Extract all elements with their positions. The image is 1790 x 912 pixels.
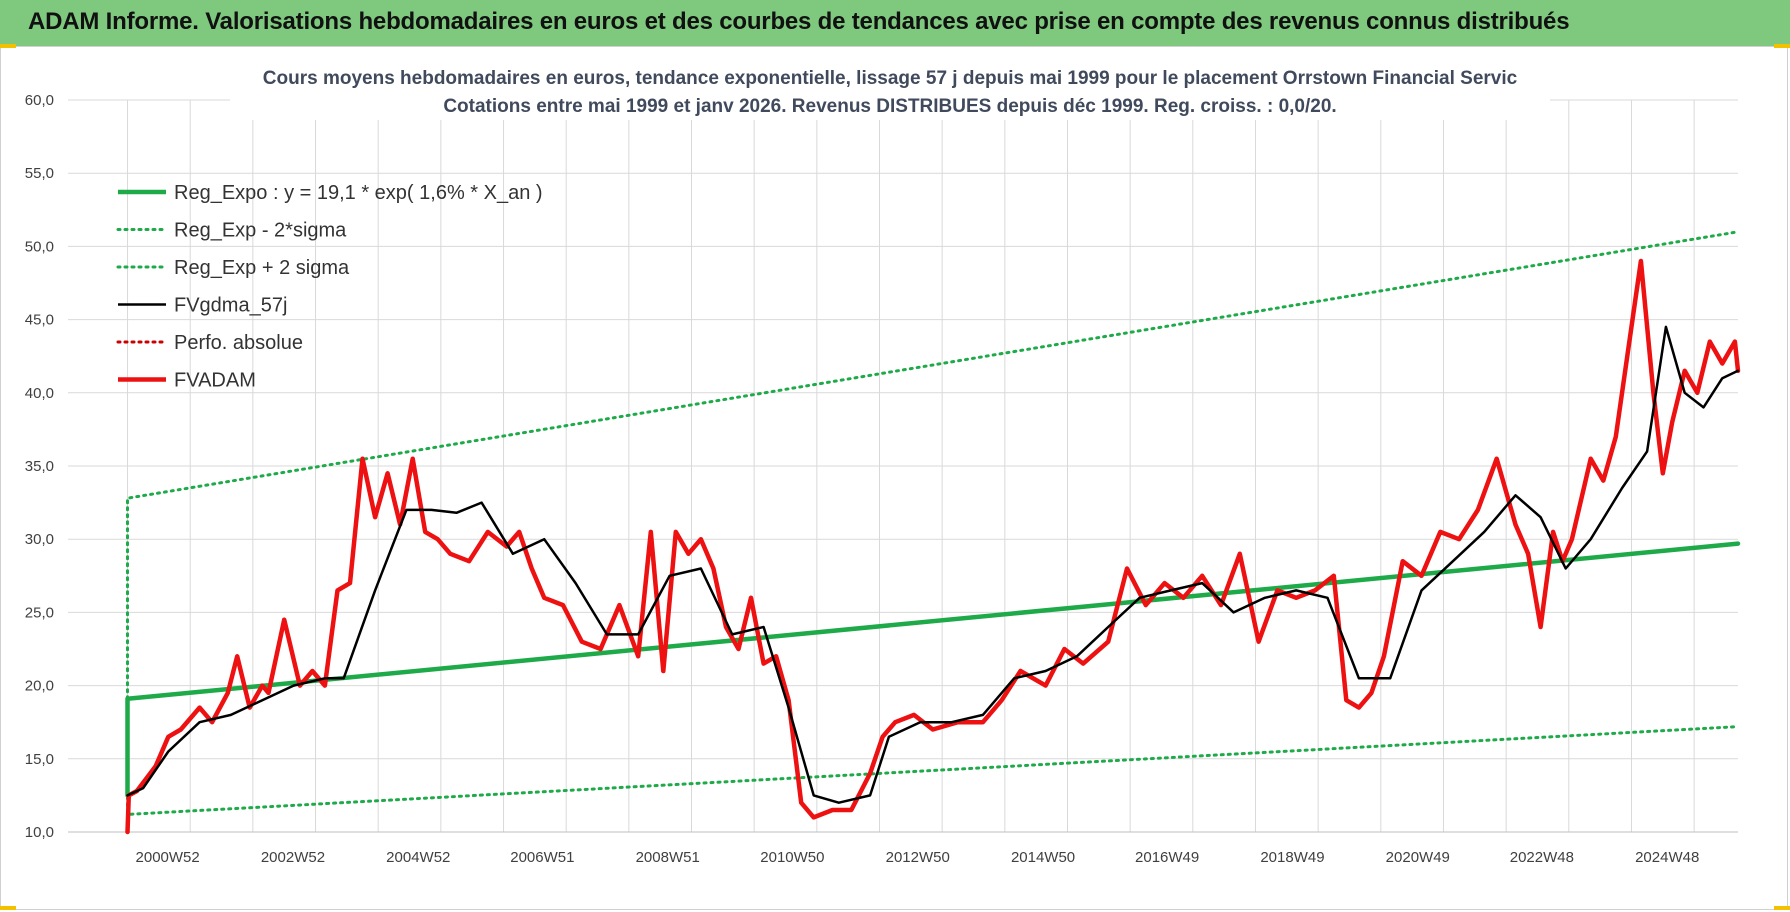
report-banner: ADAM Informe. Valorisations hebdomadaire… — [0, 0, 1790, 47]
x-tick-label: 2000W52 — [136, 849, 200, 866]
x-tick-label: 2004W52 — [386, 849, 450, 866]
x-tick-label: 2024W48 — [1635, 849, 1699, 866]
title-background — [230, 60, 1550, 120]
series-line-1 — [126, 697, 1740, 816]
legend-label: Reg_Expo : y = 19,1 * exp( 1,6% * X_an ) — [174, 182, 543, 204]
y-tick-label: 15,0 — [25, 751, 54, 768]
corner-marker — [1774, 906, 1790, 910]
chart-title: Cours moyens hebdomadaires en euros, ten… — [263, 68, 1518, 89]
y-axis-ticks: 10,0 15,0 20,0 25,0 30,0 35,0 40,0 45,0 50,0 55,0… — [25, 92, 54, 841]
y-tick-label: 40,0 — [25, 385, 54, 402]
y-tick-label: 25,0 — [25, 604, 54, 621]
x-tick-label: 2012W50 — [886, 849, 950, 866]
series-line-0 — [125, 541, 1741, 798]
y-tick-label: 35,0 — [25, 458, 54, 475]
y-tick-label: 55,0 — [25, 165, 54, 182]
series-line-2 — [126, 230, 1740, 701]
x-tick-label: 2010W50 — [760, 849, 824, 866]
report-title: ADAM Informe. Valorisations hebdomadaire… — [28, 8, 1570, 35]
y-tick-label: 20,0 — [25, 678, 54, 695]
legend-label: Perfo. absolue — [174, 332, 303, 354]
corner-marker — [0, 906, 16, 910]
series-line-5 — [125, 258, 1741, 835]
legend: Reg_Expo : y = 19,1 * exp( 1,6% * X_an )… — [116, 182, 543, 392]
y-tick-label: 10,0 — [25, 824, 54, 841]
x-tick-label: 2020W49 — [1386, 849, 1450, 866]
y-tick-label: 30,0 — [25, 531, 54, 548]
x-tick-label: 2008W51 — [636, 849, 700, 866]
line-chart: 10,0 15,0 20,0 25,0 30,0 35,0 40,0 45,0 50,0 55,0… — [25, 60, 1741, 866]
x-tick-label: 2014W50 — [1011, 849, 1075, 866]
x-tick-label: 2006W51 — [510, 849, 574, 866]
y-tick-label: 50,0 — [25, 238, 54, 255]
legend-label: FVADAM — [174, 370, 256, 392]
x-tick-label: 2018W49 — [1260, 849, 1324, 866]
y-tick-label: 45,0 — [25, 312, 54, 329]
y-tick-label: 60,0 — [25, 92, 54, 109]
corner-marker — [0, 44, 16, 48]
x-axis-ticks: 2000W52 2002W52 2004W52 2006W51 2008W51 2010W… — [136, 849, 1700, 866]
x-tick-label: 2002W52 — [261, 849, 325, 866]
legend-label: FVgdma_57j — [174, 295, 287, 317]
legend-label: Reg_Exp + 2 sigma — [174, 257, 350, 279]
series-layer — [125, 230, 1741, 835]
chart-subtitle: Cotations entre mai 1999 et janv 2026. R… — [443, 96, 1336, 117]
series-line-3 — [126, 325, 1740, 804]
legend-label: Reg_Exp - 2*sigma — [174, 220, 347, 242]
chart-frame — [0, 46, 1788, 910]
x-tick-label: 2022W48 — [1510, 849, 1574, 866]
x-tick-label: 2016W49 — [1135, 849, 1199, 866]
corner-marker — [1774, 44, 1790, 48]
